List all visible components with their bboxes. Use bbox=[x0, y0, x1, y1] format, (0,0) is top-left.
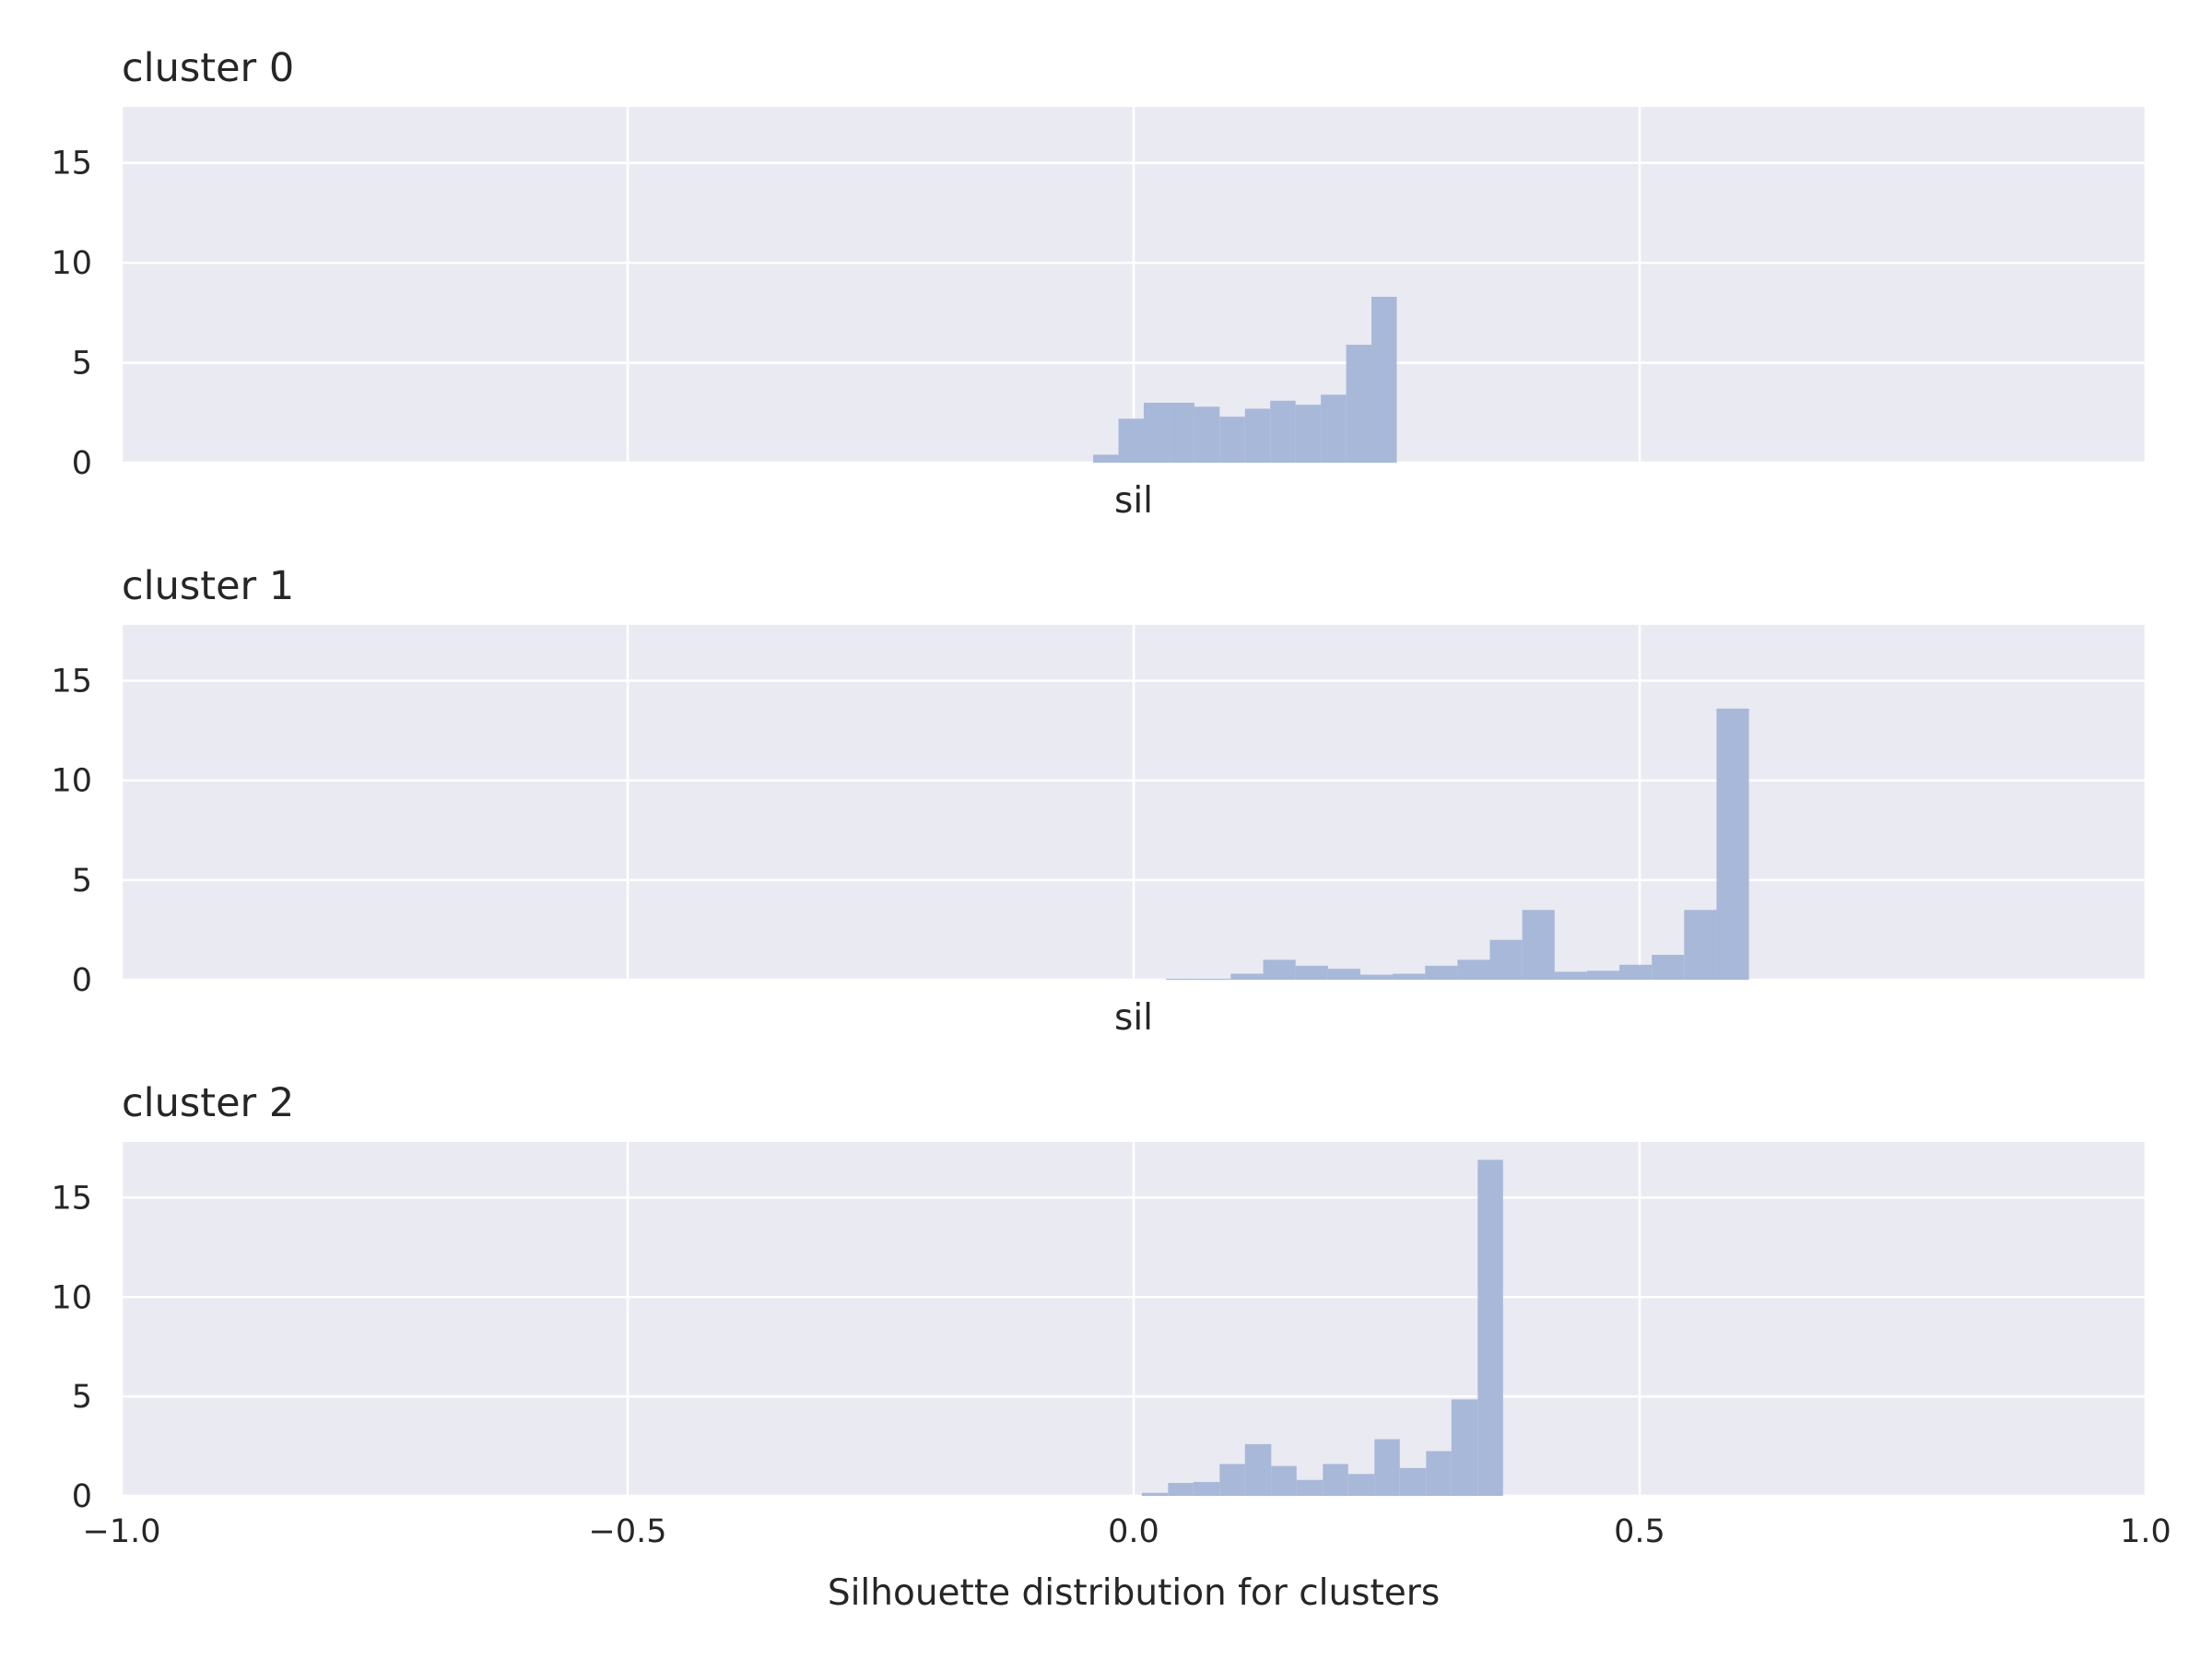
cluster-0-title: cluster 0 bbox=[122, 45, 294, 91]
cluster-2-xtick-label-3: 0.5 bbox=[1614, 1513, 1665, 1550]
cluster-1-ytick-label-2: 10 bbox=[51, 763, 92, 800]
cluster-0-bar-6 bbox=[1244, 408, 1271, 463]
cluster-1-xlabel: sil bbox=[1114, 997, 1153, 1039]
cluster-1-bar-14 bbox=[1619, 964, 1653, 980]
cluster-2-bar-6 bbox=[1296, 1479, 1324, 1496]
cluster-1-ytick-label-1: 5 bbox=[72, 863, 92, 900]
cluster-1-title: cluster 1 bbox=[122, 563, 294, 609]
cluster-1-bar-12 bbox=[1554, 971, 1587, 980]
cluster-2-bar-3 bbox=[1219, 1464, 1245, 1496]
cluster-0-bar-0 bbox=[1093, 454, 1119, 463]
cluster-0-bar-11 bbox=[1371, 297, 1397, 463]
cluster-0-xlabel: sil bbox=[1114, 480, 1153, 522]
cluster-2-bar-0 bbox=[1141, 1492, 1169, 1496]
cluster-0-ytick-label-0: 0 bbox=[72, 445, 92, 482]
cluster-0-bar-9 bbox=[1321, 394, 1347, 463]
cluster-0-panel: cluster 0 sil 0 5 10 15 bbox=[51, 45, 2147, 522]
cluster-2-bar-5 bbox=[1271, 1465, 1297, 1496]
cluster-0-ytick-label-3: 15 bbox=[51, 146, 92, 182]
cluster-1-bar-1 bbox=[1198, 978, 1231, 980]
cluster-0-ytick-label-1: 5 bbox=[72, 346, 92, 382]
cluster-2-bar-10 bbox=[1399, 1467, 1427, 1496]
cluster-0-ytick-label-2: 10 bbox=[51, 245, 92, 282]
cluster-1-bar-4 bbox=[1295, 965, 1328, 980]
cluster-0-bar-5 bbox=[1219, 417, 1245, 463]
cluster-1-bar-17 bbox=[1716, 708, 1749, 980]
cluster-2-bar-13 bbox=[1477, 1159, 1503, 1496]
cluster-1-ytick-label-3: 15 bbox=[51, 664, 92, 700]
cluster-1-bar-13 bbox=[1586, 971, 1620, 980]
cluster-2-ytick-label-3: 15 bbox=[51, 1180, 92, 1217]
cluster-2-xtick-label-0: −1.0 bbox=[83, 1513, 161, 1550]
cluster-0-bar-7 bbox=[1270, 400, 1296, 463]
cluster-1-bar-16 bbox=[1684, 910, 1717, 980]
cluster-2-bar-9 bbox=[1374, 1439, 1400, 1496]
cluster-1-bar-0 bbox=[1166, 978, 1199, 980]
cluster-0-bar-8 bbox=[1295, 405, 1322, 463]
cluster-2-xtick-label-1: −0.5 bbox=[589, 1513, 667, 1550]
cluster-1-bar-2 bbox=[1230, 973, 1264, 980]
cluster-2-bar-12 bbox=[1451, 1399, 1478, 1496]
cluster-1-bar-3 bbox=[1263, 959, 1296, 980]
cluster-1-ytick-label-0: 0 bbox=[72, 962, 92, 999]
cluster-1-bar-7 bbox=[1393, 973, 1426, 980]
cluster-2-bar-11 bbox=[1426, 1451, 1452, 1496]
cluster-0-bar-4 bbox=[1194, 406, 1220, 463]
cluster-2-title: cluster 2 bbox=[122, 1080, 294, 1126]
cluster-1-bar-5 bbox=[1327, 969, 1360, 980]
cluster-2-panel: cluster 2 Silhouette distribution for cl… bbox=[51, 1080, 2171, 1614]
cluster-1-bar-9 bbox=[1457, 959, 1490, 980]
cluster-0-bar-1 bbox=[1118, 418, 1144, 463]
cluster-0-bar-10 bbox=[1346, 345, 1372, 463]
cluster-0-bar-2 bbox=[1143, 402, 1170, 463]
cluster-0-bar-3 bbox=[1169, 402, 1194, 463]
cluster-2-bar-7 bbox=[1323, 1464, 1348, 1496]
cluster-2-bar-8 bbox=[1347, 1474, 1375, 1496]
cluster-2-ytick-label-2: 10 bbox=[51, 1279, 92, 1316]
cluster-2-ytick-label-1: 5 bbox=[72, 1379, 92, 1416]
cluster-1-panel: cluster 1 sil 0 5 10 15 bbox=[51, 563, 2147, 1039]
cluster-2-ytick-label-0: 0 bbox=[72, 1478, 92, 1515]
cluster-2-bar-2 bbox=[1193, 1481, 1220, 1496]
cluster-1-bar-8 bbox=[1425, 965, 1458, 980]
cluster-2-xtick-label-2: 0.0 bbox=[1108, 1513, 1159, 1550]
cluster-2-xlabel: Silhouette distribution for clusters bbox=[828, 1572, 1440, 1614]
cluster-2-xtick-label-4: 1.0 bbox=[2120, 1513, 2171, 1550]
cluster-1-bar-6 bbox=[1359, 974, 1394, 980]
cluster-1-bar-11 bbox=[1522, 910, 1555, 980]
cluster-1-bar-10 bbox=[1489, 939, 1523, 980]
cluster-2-bar-1 bbox=[1168, 1482, 1194, 1496]
cluster-2-bar-4 bbox=[1244, 1443, 1272, 1496]
cluster-1-bar-15 bbox=[1652, 954, 1685, 980]
